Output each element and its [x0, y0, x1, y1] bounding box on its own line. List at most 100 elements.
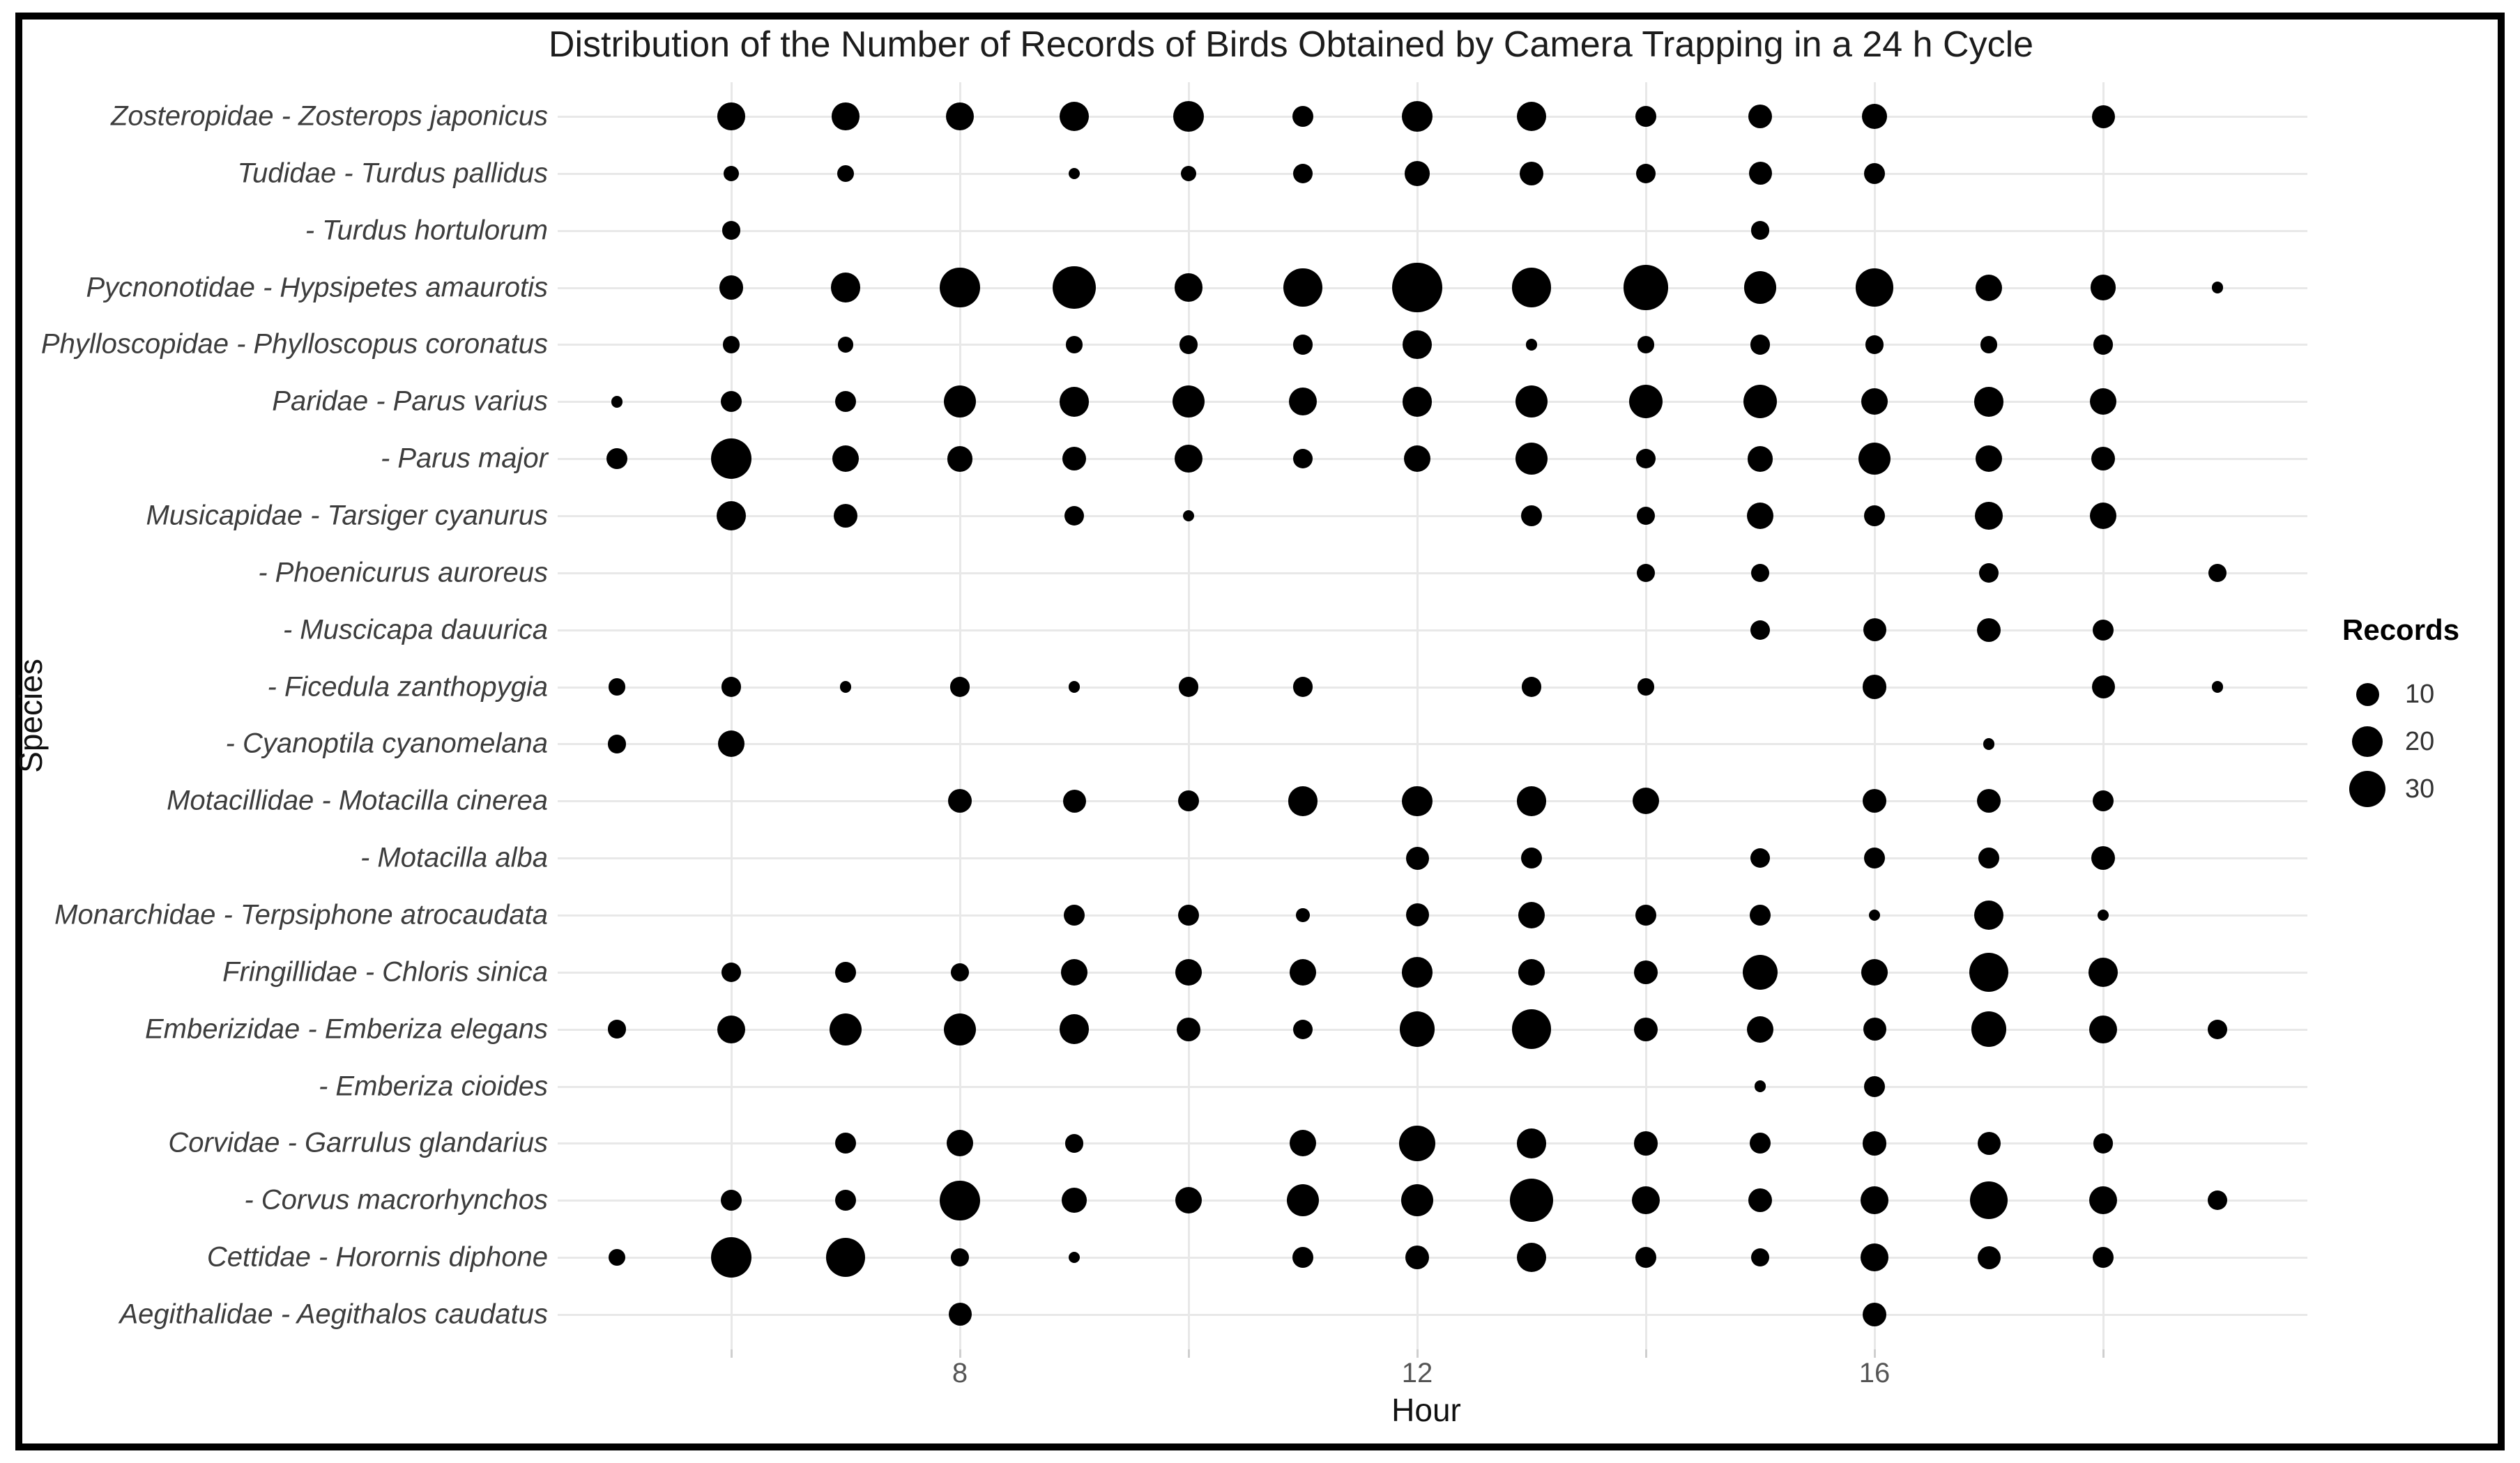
record-dot: [1289, 958, 1317, 986]
record-dot: [1635, 905, 1656, 926]
record-dot: [1750, 620, 1771, 640]
species-tick-label: - Corvus macrorhynchos: [244, 1184, 548, 1216]
species-tick-label: - Muscicapa dauurica: [282, 614, 548, 645]
record-dot: [1754, 1080, 1766, 1092]
gridline-horizontal: [558, 572, 2307, 574]
gridline-horizontal: [558, 1085, 2307, 1088]
x-axis-tick: [2102, 1349, 2105, 1358]
record-dot: [1750, 563, 1770, 583]
record-dot: [1637, 336, 1655, 353]
record-dot: [1519, 161, 1544, 186]
record-dot: [1746, 1016, 1774, 1043]
record-dot: [947, 789, 972, 813]
record-dot: [1862, 789, 1887, 813]
gridline-horizontal: [558, 344, 2307, 346]
record-dot: [1176, 1017, 1201, 1041]
record-dot: [2091, 105, 2115, 128]
gridline-horizontal: [558, 458, 2307, 461]
record-dot: [1633, 1017, 1658, 1041]
record-dot: [1053, 266, 1096, 309]
record-dot: [2091, 845, 2116, 871]
record-dot: [1064, 505, 1085, 526]
gridline-vertical: [1645, 82, 1647, 1349]
record-dot: [1633, 960, 1658, 985]
x-axis-tick: [1188, 1349, 1190, 1358]
species-tick-label: Musicapidae - Tarsiger cyanurus: [146, 500, 548, 531]
record-dot: [1862, 104, 1887, 129]
record-dot: [2093, 619, 2114, 641]
gridline-horizontal: [558, 1257, 2307, 1259]
record-dot: [1062, 789, 1086, 813]
gridline-horizontal: [558, 857, 2307, 860]
record-dot: [1637, 678, 1655, 696]
legend-entry: 10: [2342, 671, 2503, 718]
species-tick-label: Tudidae - Turdus pallidus: [237, 158, 548, 189]
record-dot: [1405, 161, 1430, 186]
record-dot: [1064, 905, 1085, 926]
legend-entry: 20: [2342, 718, 2503, 765]
record-dot: [1405, 846, 1429, 870]
record-dot: [945, 102, 975, 131]
record-dot: [1864, 505, 1885, 526]
record-dot: [1864, 162, 1885, 184]
record-dot: [1973, 387, 2004, 417]
record-dot: [1521, 505, 1542, 526]
record-dot: [2097, 909, 2109, 921]
record-dot: [1068, 681, 1080, 693]
record-dot: [1862, 675, 1887, 699]
record-dot: [1288, 786, 1318, 816]
record-dot: [717, 730, 745, 758]
record-dot: [2089, 502, 2117, 530]
record-dot: [1973, 900, 2004, 930]
record-dot: [1863, 618, 1886, 642]
species-tick-label: Corvidae - Garrulus glandarius: [168, 1127, 548, 1158]
record-dot: [839, 681, 852, 693]
record-dot: [1855, 268, 1894, 307]
record-dot: [2088, 1015, 2118, 1043]
record-dot: [1511, 268, 1552, 307]
record-dot: [1862, 1131, 1887, 1156]
record-dot: [1174, 444, 1203, 473]
record-dot: [1633, 1131, 1658, 1156]
record-dot: [1172, 385, 1205, 418]
species-tick-label: Fringillidae - Chloris sinica: [222, 956, 548, 988]
gridline-vertical: [1874, 82, 1876, 1349]
record-dot: [717, 1015, 746, 1043]
record-dot: [1175, 1187, 1202, 1214]
record-dot: [1976, 789, 2001, 813]
record-dot: [1399, 1011, 1435, 1047]
record-dot: [940, 1180, 980, 1220]
record-dot: [721, 677, 742, 697]
record-dot: [717, 102, 745, 130]
record-dot: [1516, 786, 1547, 816]
record-dot: [1860, 1186, 1889, 1215]
record-dot: [1975, 274, 2003, 301]
record-dot: [1068, 167, 1080, 180]
record-dot: [1399, 1125, 1435, 1162]
record-dot: [1175, 958, 1202, 986]
record-dot: [1516, 101, 1547, 132]
species-tick-label: Monarchidae - Terpsiphone atrocaudata: [54, 899, 548, 930]
species-tick-label: - Phoenicurus auroreus: [258, 557, 548, 588]
record-dot: [608, 1248, 626, 1266]
record-dot: [1861, 388, 1888, 415]
record-dot: [1977, 1246, 2001, 1269]
record-dot: [833, 503, 858, 528]
record-dot: [1403, 330, 1432, 360]
record-dot: [1515, 385, 1548, 418]
record-dot: [1860, 1243, 1889, 1272]
legend-dot-20: [2351, 726, 2383, 758]
record-dot: [607, 1020, 627, 1039]
record-dot: [1974, 501, 2003, 530]
record-dot: [710, 1236, 752, 1278]
record-dot: [1510, 1179, 1553, 1223]
record-dot: [1182, 510, 1195, 522]
species-tick-label: - Ficedula zanthopygia: [267, 671, 548, 703]
record-dot: [1515, 442, 1548, 475]
record-dot: [1862, 1302, 1887, 1327]
legend-dot-30: [2349, 770, 2386, 808]
record-dot: [1059, 101, 1090, 132]
gridline-horizontal: [558, 116, 2307, 118]
species-tick-label: Phylloscopidae - Phylloscopus coronatus: [40, 328, 548, 360]
record-dot: [1636, 506, 1656, 526]
